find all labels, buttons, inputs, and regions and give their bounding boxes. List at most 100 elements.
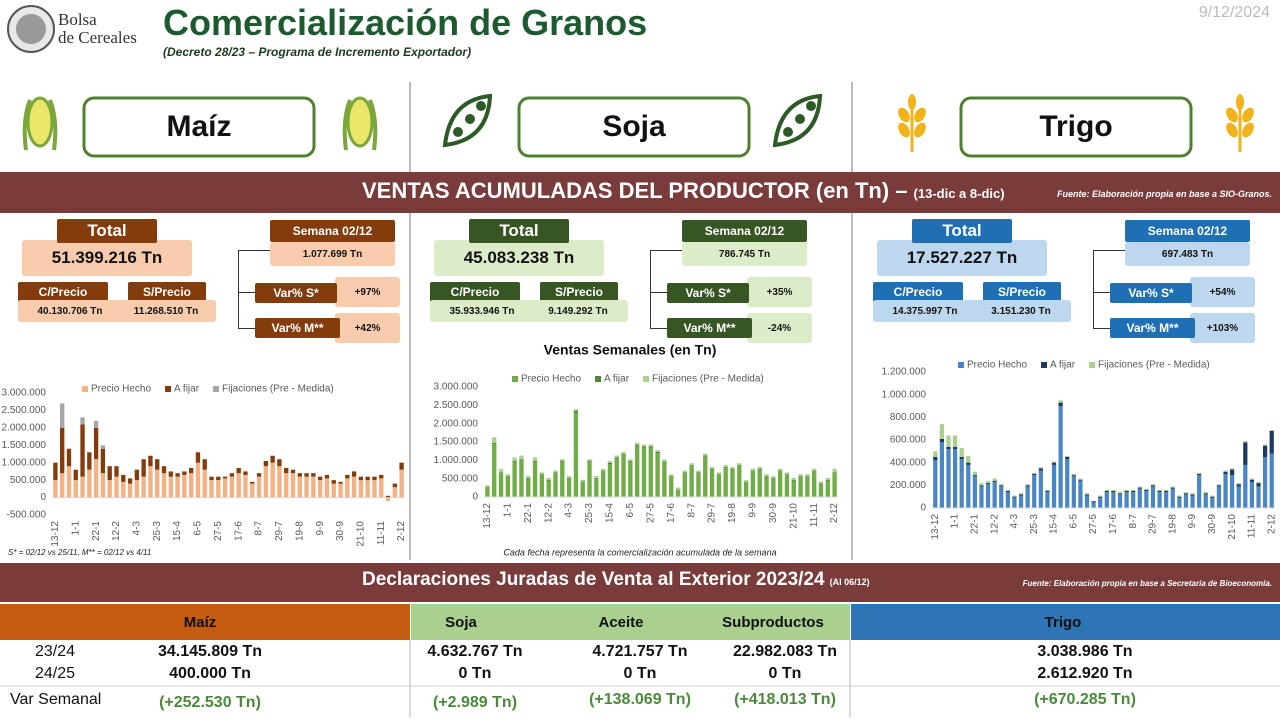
bar bbox=[297, 473, 302, 477]
legend-label: A fijar bbox=[604, 374, 630, 385]
x-tick-label: 11-11 bbox=[376, 521, 387, 546]
bar bbox=[107, 480, 112, 498]
bar bbox=[1223, 471, 1228, 474]
bar bbox=[628, 462, 633, 497]
x-tick-label: 22-1 bbox=[523, 503, 534, 523]
bar bbox=[723, 467, 728, 497]
bar bbox=[1170, 486, 1175, 488]
bar bbox=[999, 485, 1004, 487]
x-tick-label: 17-6 bbox=[666, 503, 677, 523]
bar bbox=[1065, 455, 1070, 457]
bar bbox=[1131, 492, 1136, 508]
bar bbox=[1045, 489, 1050, 491]
bar bbox=[798, 474, 803, 477]
x-tick-label: 27-5 bbox=[645, 503, 656, 523]
bar bbox=[662, 459, 667, 462]
row-label: 24/25 bbox=[35, 665, 76, 682]
bar bbox=[80, 424, 85, 477]
x-tick-label: 12-2 bbox=[543, 503, 554, 523]
bar bbox=[757, 466, 762, 469]
bar bbox=[1190, 494, 1195, 496]
bar bbox=[999, 486, 1004, 508]
bar bbox=[1025, 486, 1030, 508]
bar bbox=[1018, 494, 1024, 496]
bar bbox=[1012, 495, 1017, 497]
bar bbox=[992, 480, 997, 482]
bar bbox=[1170, 488, 1175, 508]
kpi-value: 3.151.230 Tn bbox=[971, 300, 1071, 322]
bar bbox=[229, 476, 235, 498]
bar bbox=[669, 476, 674, 477]
bar bbox=[1084, 493, 1090, 495]
x-tick-label: 2-12 bbox=[1266, 514, 1277, 534]
bar bbox=[946, 446, 951, 450]
bar bbox=[791, 477, 796, 480]
bar bbox=[526, 478, 531, 497]
source-note: Fuente: Elaboración propia en base a SIO… bbox=[1056, 189, 1272, 199]
bar bbox=[358, 480, 364, 498]
bar bbox=[1262, 444, 1268, 446]
bar bbox=[1243, 464, 1248, 508]
x-tick-label: 11-11 bbox=[1247, 514, 1258, 539]
table-value: (+670.285 Tn) bbox=[1034, 691, 1136, 708]
bar bbox=[93, 420, 99, 428]
bar bbox=[784, 474, 790, 475]
bar bbox=[1111, 491, 1116, 493]
bar bbox=[682, 470, 688, 473]
soy-icon bbox=[772, 93, 823, 148]
bar bbox=[73, 480, 78, 498]
bar bbox=[1098, 497, 1103, 508]
bar bbox=[573, 409, 579, 411]
bar bbox=[134, 469, 140, 481]
bar bbox=[648, 446, 653, 448]
bracket bbox=[1093, 250, 1094, 328]
bar bbox=[93, 459, 99, 498]
logo-inner bbox=[16, 14, 46, 44]
kpi-label: S/Precio bbox=[540, 282, 618, 302]
bar bbox=[345, 478, 350, 498]
bar bbox=[216, 480, 221, 498]
bar bbox=[202, 459, 207, 470]
bar bbox=[399, 462, 404, 470]
bar bbox=[1183, 494, 1189, 508]
bar bbox=[723, 465, 728, 467]
bar bbox=[737, 465, 742, 497]
bar bbox=[791, 479, 796, 481]
x-tick-label: 4-3 bbox=[564, 503, 575, 518]
band-title-text: VENTAS ACUMULADAS DEL PRODUCTOR (en Tn) … bbox=[362, 178, 908, 203]
y-tick-label: 200.000 bbox=[890, 480, 927, 491]
x-tick-label: 1-1 bbox=[950, 514, 961, 529]
bar bbox=[60, 427, 65, 474]
bar bbox=[818, 483, 824, 485]
bar bbox=[1104, 489, 1109, 491]
bar bbox=[1117, 493, 1123, 495]
bar bbox=[324, 474, 330, 479]
legend-label: Fijaciones (Pre - Medida) bbox=[652, 374, 764, 385]
bar bbox=[175, 473, 180, 477]
soy-icon bbox=[442, 93, 493, 148]
bar bbox=[750, 471, 756, 497]
bar bbox=[1243, 441, 1248, 443]
bar bbox=[505, 476, 511, 497]
bar bbox=[485, 485, 490, 488]
bar bbox=[696, 470, 701, 473]
bar bbox=[168, 476, 173, 498]
bar bbox=[730, 468, 735, 470]
bar bbox=[607, 462, 613, 464]
bar bbox=[1256, 481, 1261, 484]
kpi-value: +54% bbox=[1190, 277, 1255, 307]
bar bbox=[317, 480, 323, 498]
bar bbox=[175, 476, 180, 498]
y-tick-label: -500.000 bbox=[7, 510, 47, 521]
bar bbox=[662, 462, 667, 497]
y-tick-label: 3.000.000 bbox=[2, 388, 47, 399]
bar bbox=[512, 457, 517, 462]
bar bbox=[243, 474, 248, 498]
bar bbox=[331, 480, 336, 484]
org-name: de Cereales bbox=[58, 28, 137, 47]
bar bbox=[392, 487, 397, 498]
bar bbox=[1058, 406, 1063, 508]
kpi-value: 51.399.216 Tn bbox=[22, 240, 192, 276]
bar bbox=[492, 437, 497, 443]
bracket bbox=[650, 250, 651, 328]
